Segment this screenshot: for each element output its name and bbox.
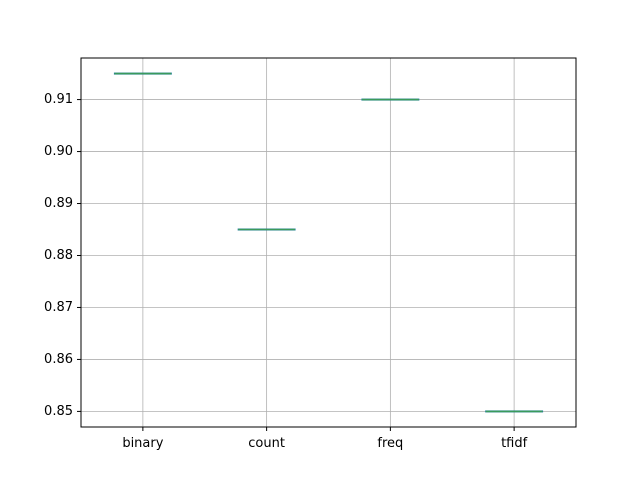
box-marks (113, 72, 544, 413)
y-tick-label: 0.90 (44, 144, 73, 159)
y-tick-label: 0.85 (44, 404, 73, 419)
axes-frame (80, 57, 577, 428)
y-tick-label: 0.88 (44, 248, 73, 263)
y-axis: 0.85 0.86 0.87 0.88 0.89 0.90 0.91 (44, 92, 81, 419)
y-tick-label: 0.87 (44, 300, 73, 315)
y-tick-label: 0.86 (44, 352, 73, 367)
x-axis: binary count freq tfidf (122, 427, 528, 451)
x-tick-label: tfidf (501, 436, 528, 451)
y-tick-label: 0.91 (44, 92, 73, 107)
x-tick-label: count (248, 436, 285, 451)
y-tick-label: 0.89 (44, 196, 73, 211)
x-tick-label: binary (122, 436, 163, 451)
x-tick-label: freq (377, 436, 403, 451)
grid-lines (81, 58, 576, 427)
